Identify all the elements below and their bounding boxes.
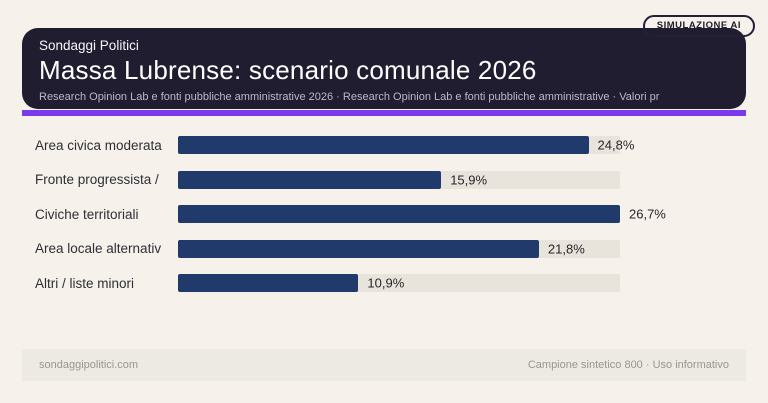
accent-underline <box>22 110 746 116</box>
value-label: 15,9% <box>450 172 488 187</box>
source-subtitle: Research Opinion Lab e fonti pubbliche a… <box>39 91 660 103</box>
category-label: Altri / liste minori <box>35 275 135 291</box>
bar-row: Fronte progressista / 15,9% <box>35 170 768 189</box>
bar-fill <box>178 205 620 223</box>
bar-row: Civiche territoriali 26,7% <box>35 205 768 223</box>
footer-band: sondaggipolitici.com Campione sintetico … <box>22 349 746 381</box>
bar-track: 26,7% <box>178 205 666 223</box>
bar-track: 15,9% <box>178 170 620 189</box>
footer-note: Campione sintetico 800 · Uso informativo <box>527 359 729 371</box>
bar-fill <box>178 239 539 258</box>
bar-row: Altri / liste minori 10,9% <box>35 274 768 292</box>
bar-track: 21,8% <box>178 239 620 258</box>
simulation-ai-badge: SIMULAZIONE AI <box>642 15 755 37</box>
bar-fill <box>178 274 359 292</box>
category-label: Area locale alternativ <box>35 241 162 256</box>
header-card: Sondaggi Politici Massa Lubrense: scenar… <box>22 28 746 109</box>
value-label: 21,8% <box>547 241 585 256</box>
bar-chart: Area civica moderata 24,8% Fronte progre… <box>35 136 768 309</box>
value-label: 26,7% <box>629 206 666 222</box>
bar-track: 10,9% <box>178 274 620 292</box>
bar-row: Area civica moderata 24,8% <box>35 136 768 154</box>
bar-fill <box>178 136 589 154</box>
bar-track: 24,8% <box>178 136 634 154</box>
category-label: Fronte progressista / <box>35 172 159 187</box>
value-label: 24,8% <box>597 137 635 153</box>
bar-fill <box>178 170 442 189</box>
category-label: Civiche territoriali <box>35 206 139 222</box>
value-label: 10,9% <box>367 275 405 291</box>
brand-kicker: Sondaggi Politici <box>39 38 139 53</box>
category-label: Area civica moderata <box>35 137 162 153</box>
footer-site: sondaggipolitici.com <box>39 359 139 371</box>
bar-row: Area locale alternativ 21,8% <box>35 239 768 258</box>
page-title: Massa Lubrense: scenario comunale 2026 <box>39 55 537 85</box>
